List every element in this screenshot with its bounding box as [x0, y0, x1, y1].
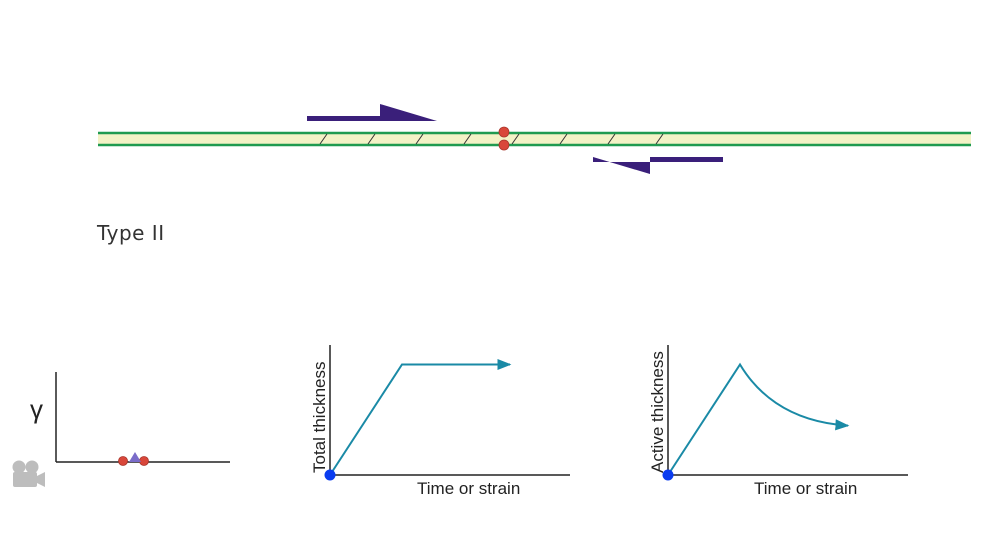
foliation-tick — [511, 133, 520, 145]
active-thickness-xlabel: Time or strain — [754, 479, 857, 498]
gamma-plot-particle-left — [118, 456, 128, 466]
gamma-plot-particle-right — [139, 456, 149, 466]
foliation-tick — [607, 133, 616, 145]
active-thickness-line — [667, 362, 850, 476]
active-thickness-start-marker — [662, 469, 674, 481]
marker-particle-bottom — [498, 139, 510, 151]
total-thickness-chart: Total thickness Time or strain — [310, 345, 570, 498]
foliation-tick — [463, 133, 472, 145]
shear-arrow-left — [593, 157, 723, 174]
total-thickness-ylabel: Total thickness — [310, 362, 329, 474]
foliation-tick — [367, 133, 376, 145]
foliation-tick — [319, 133, 328, 145]
active-thickness-ylabel: Active thickness — [648, 351, 667, 473]
foliation-tick — [415, 133, 424, 145]
foliation-tick — [655, 133, 664, 145]
type-label: Type II — [97, 221, 165, 245]
total-thickness-line — [329, 358, 512, 476]
gamma-plot: γ — [30, 372, 230, 466]
movie-camera-icon[interactable] — [11, 459, 47, 489]
gamma-plot-triangle-marker — [129, 452, 141, 462]
active-thickness-chart: Active thickness Time or strain — [648, 345, 908, 498]
marker-particle-top — [498, 126, 510, 138]
total-thickness-xlabel: Time or strain — [417, 479, 520, 498]
gamma-plot-ylabel: γ — [30, 394, 43, 424]
shear-arrow-right — [307, 104, 437, 121]
foliation-tick — [559, 133, 568, 145]
shear-zone-band — [98, 133, 971, 145]
shear-zone — [98, 126, 971, 151]
foliation-ticks — [319, 133, 664, 145]
total-thickness-start-marker — [324, 469, 336, 481]
